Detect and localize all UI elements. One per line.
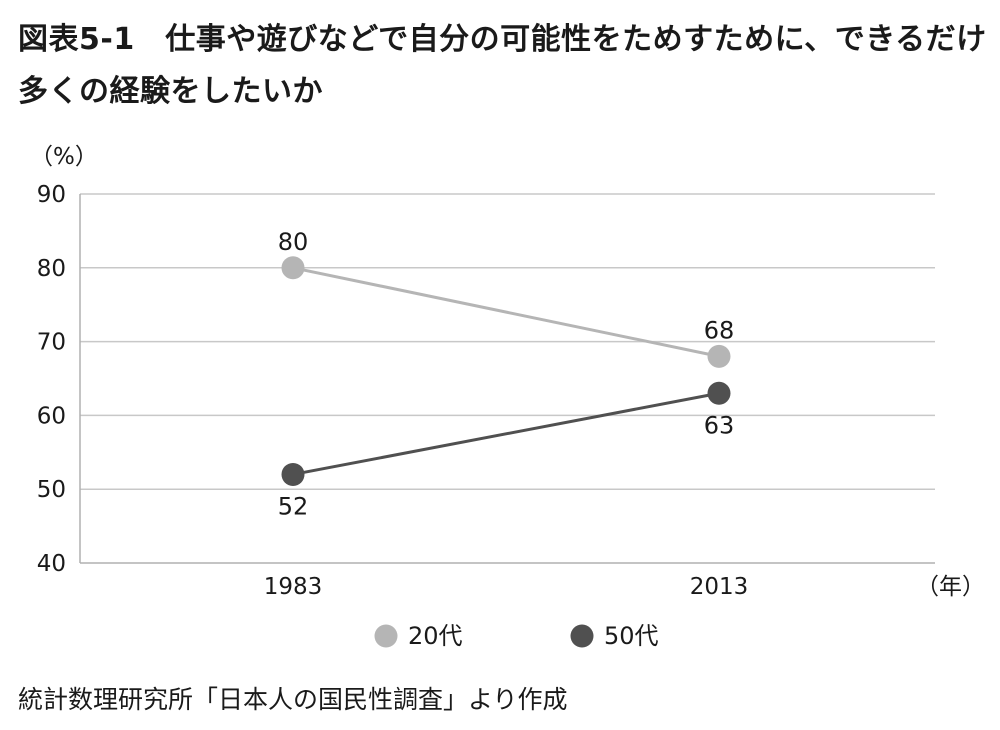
- x-tick-label: 1983: [264, 574, 323, 600]
- line-chart: 40 50 60 70 80 90 （%） 1983 2013 （年） 80 68 52 63 20代 5…: [30, 144, 985, 650]
- data-label: 68: [704, 316, 735, 344]
- y-tick-label: 40: [37, 551, 66, 577]
- y-axis-unit: （%）: [30, 144, 98, 170]
- y-tick-label: 60: [37, 403, 66, 429]
- legend-label: 20代: [408, 622, 463, 650]
- data-point: [707, 344, 731, 368]
- legend-marker: [374, 624, 398, 648]
- data-point: [281, 462, 305, 486]
- series-line-2: [292, 391, 720, 476]
- legend-label: 50代: [604, 622, 659, 650]
- chart-title: 図表5-1 仕事や遊びなどで自分の可能性をためすために、できるだけ多くの経験をし…: [18, 22, 987, 109]
- x-tick-label: 2013: [690, 574, 749, 600]
- data-label: 80: [278, 228, 309, 256]
- y-tick-label: 90: [37, 182, 66, 208]
- data-label: 63: [704, 411, 735, 439]
- data-point: [281, 256, 305, 280]
- legend-marker: [570, 624, 594, 648]
- data-point: [707, 381, 731, 405]
- source-note: 統計数理研究所「日本人の国民性調査」より作成: [18, 685, 568, 714]
- x-axis-unit: （年）: [916, 574, 985, 600]
- y-tick-label: 70: [37, 330, 66, 356]
- series-line-1: [292, 266, 720, 358]
- data-label: 52: [278, 492, 309, 520]
- y-tick-label: 80: [37, 256, 66, 282]
- y-tick-label: 50: [37, 477, 66, 503]
